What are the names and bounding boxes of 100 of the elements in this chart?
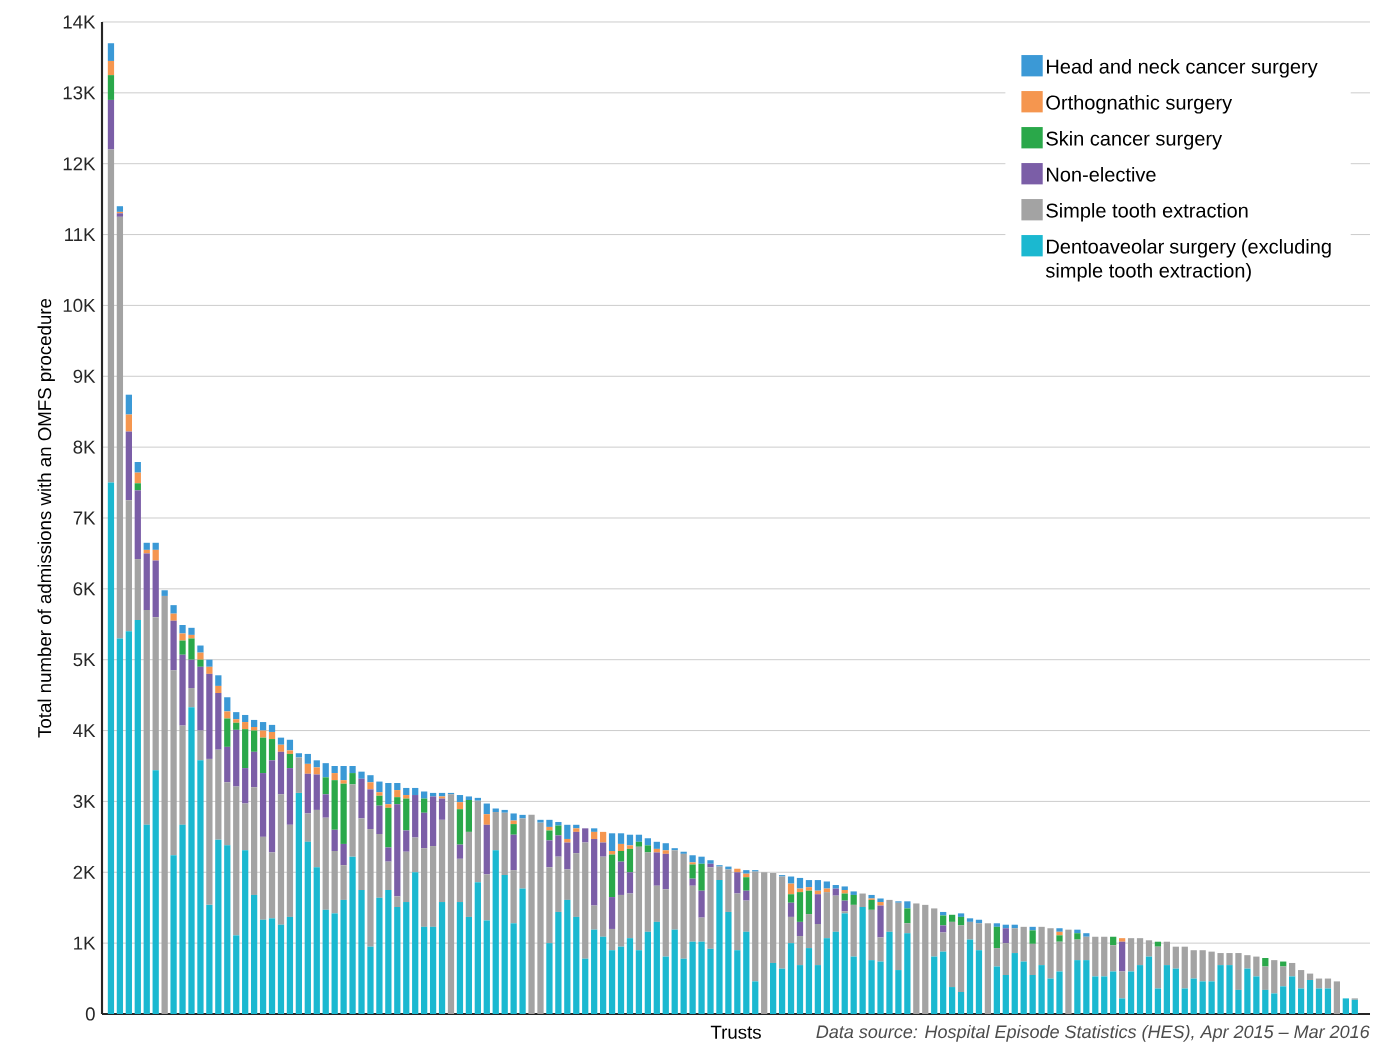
source-note: Data source: Hospital Episode Statistics (HES), Apr 2015 – Mar 2016 — [816, 1024, 1370, 1042]
bar — [224, 746, 231, 783]
bar — [1136, 965, 1144, 1014]
bar — [367, 789, 374, 830]
bar — [599, 936, 607, 1014]
bar — [1208, 981, 1215, 1014]
bar — [152, 617, 159, 771]
bar — [152, 549, 159, 561]
bar — [412, 795, 419, 838]
bar — [367, 946, 374, 1014]
bar — [752, 871, 759, 982]
bar — [635, 834, 643, 842]
bar — [787, 876, 795, 884]
y-tick-label: 6K — [73, 582, 96, 596]
bar — [376, 792, 383, 796]
bar — [868, 899, 875, 910]
bar — [313, 774, 320, 810]
bar — [850, 894, 857, 905]
bar — [116, 638, 124, 1014]
bar — [322, 777, 329, 795]
bar — [617, 861, 625, 895]
bar — [546, 826, 553, 831]
bar — [1154, 946, 1162, 989]
bar — [1181, 988, 1188, 1014]
bar — [465, 831, 473, 917]
bar — [331, 851, 338, 914]
bar — [519, 818, 526, 889]
bar — [653, 885, 660, 922]
bar — [1119, 998, 1126, 1014]
bar — [689, 941, 696, 1014]
bar — [877, 937, 884, 962]
bar — [376, 795, 383, 806]
bar — [1217, 965, 1224, 1014]
bar — [975, 923, 983, 951]
bar — [295, 757, 303, 793]
bar — [331, 765, 338, 774]
bar — [841, 886, 848, 890]
bar — [304, 841, 311, 1014]
bar — [761, 872, 768, 1014]
bar — [698, 917, 705, 942]
bar — [1074, 929, 1081, 934]
bar — [1172, 946, 1179, 969]
bar — [635, 950, 643, 1014]
bar — [680, 853, 687, 959]
bar — [591, 831, 598, 839]
bar — [188, 627, 195, 635]
bar — [1280, 966, 1287, 987]
bar — [617, 946, 625, 1014]
bar — [268, 731, 276, 740]
bar — [340, 865, 347, 900]
bar — [707, 863, 714, 868]
bar — [170, 855, 177, 1014]
bar — [259, 737, 267, 774]
bar — [1074, 939, 1081, 961]
bar — [510, 824, 517, 835]
bar — [1244, 968, 1251, 1014]
bar — [940, 951, 947, 1014]
bar — [116, 206, 124, 212]
bar — [233, 786, 240, 936]
bar — [922, 904, 929, 1014]
bar — [904, 923, 911, 934]
bar — [1145, 956, 1153, 1014]
bar — [1029, 943, 1036, 976]
bar — [1262, 966, 1269, 990]
bar — [626, 845, 634, 849]
bar — [421, 926, 428, 1014]
y-tick-label: 0 — [85, 1007, 95, 1021]
bar — [591, 929, 598, 1014]
bar — [1289, 962, 1296, 977]
bar — [796, 921, 804, 937]
bar — [1154, 941, 1162, 947]
bar — [1056, 935, 1063, 942]
bar — [474, 800, 481, 883]
bar — [743, 900, 750, 932]
bar — [617, 833, 625, 844]
bar — [242, 714, 249, 723]
bar — [510, 870, 517, 924]
bar — [608, 897, 616, 929]
bar — [555, 821, 562, 826]
bar — [617, 894, 625, 947]
bar — [143, 542, 150, 550]
bar — [224, 711, 231, 719]
bar — [376, 897, 383, 1014]
bar — [555, 825, 562, 836]
bar — [233, 719, 240, 723]
bar — [1262, 989, 1269, 1014]
bar — [608, 928, 616, 951]
bar — [1119, 971, 1126, 999]
bar — [206, 659, 213, 667]
bar — [1342, 998, 1349, 1014]
bar — [385, 807, 392, 848]
bar — [134, 490, 141, 560]
bar — [832, 885, 839, 889]
bar — [608, 950, 616, 1014]
bar — [734, 872, 741, 894]
bar — [456, 802, 464, 810]
bar — [966, 939, 974, 1014]
bar — [197, 666, 204, 731]
bar — [948, 987, 956, 1014]
bar — [474, 882, 481, 1014]
